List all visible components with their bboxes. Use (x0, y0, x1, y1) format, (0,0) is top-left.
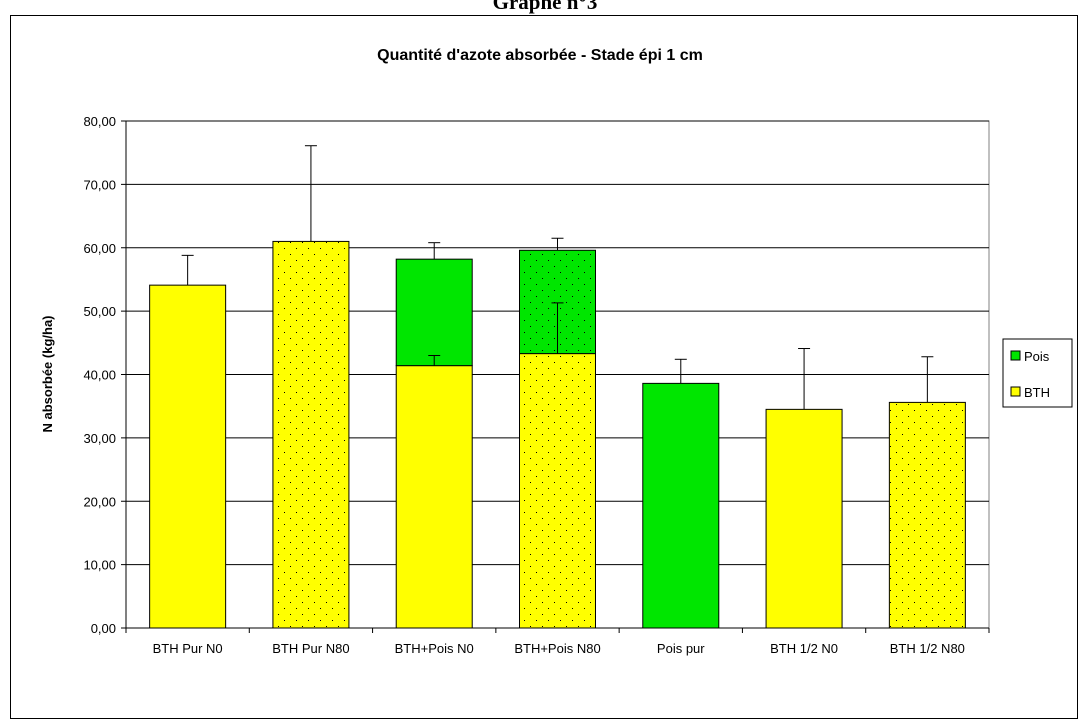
error-bar (674, 358, 687, 384)
y-axis-label: N absorbée (kg/ha) (40, 315, 55, 432)
legend-label: Pois (1024, 349, 1050, 364)
x-tick-label: BTH Pur N80 (272, 641, 349, 656)
bar-segment (888, 401, 966, 629)
legend-swatch (1010, 386, 1021, 397)
page-title: Graphe n°3 (493, 0, 598, 14)
error-bar (798, 348, 811, 410)
y-tick-label: 50,00 (83, 304, 116, 319)
error-bar (428, 354, 441, 366)
error-bar (551, 237, 564, 251)
bar-segment (519, 353, 596, 629)
error-bar (551, 302, 564, 354)
x-tick-label: BTH+Pois N0 (395, 641, 474, 656)
y-tick-label: 60,00 (83, 241, 116, 256)
x-tick-label: BTH+Pois N80 (514, 641, 600, 656)
y-tick-label: 10,00 (83, 558, 116, 573)
legend-label: BTH (1024, 385, 1050, 400)
bar-segment (149, 284, 227, 629)
legend-swatch (1010, 350, 1021, 361)
y-tick-label: 30,00 (83, 431, 116, 446)
error-bar (428, 242, 441, 260)
error-bar (304, 145, 317, 242)
y-tick-label: 80,00 (83, 114, 116, 129)
x-tick-label: BTH 1/2 N0 (770, 641, 838, 656)
y-tick-label: 70,00 (83, 177, 116, 192)
bar-segment (395, 365, 473, 629)
error-bar (921, 356, 934, 403)
bar-segment (765, 408, 843, 629)
bar-segment (272, 240, 350, 629)
bar-segment (395, 258, 473, 367)
x-tick-label: BTH 1/2 N80 (890, 641, 965, 656)
y-tick-label: 40,00 (83, 368, 116, 383)
bar-segment (642, 382, 720, 629)
chart-title: Quantité d'azote absorbée - Stade épi 1 … (377, 47, 703, 64)
error-bar (181, 254, 194, 286)
y-tick-label: 0,00 (91, 621, 116, 636)
y-tick-label: 20,00 (83, 494, 116, 509)
x-tick-label: Pois pur (657, 641, 705, 656)
x-tick-label: BTH Pur N0 (153, 641, 223, 656)
